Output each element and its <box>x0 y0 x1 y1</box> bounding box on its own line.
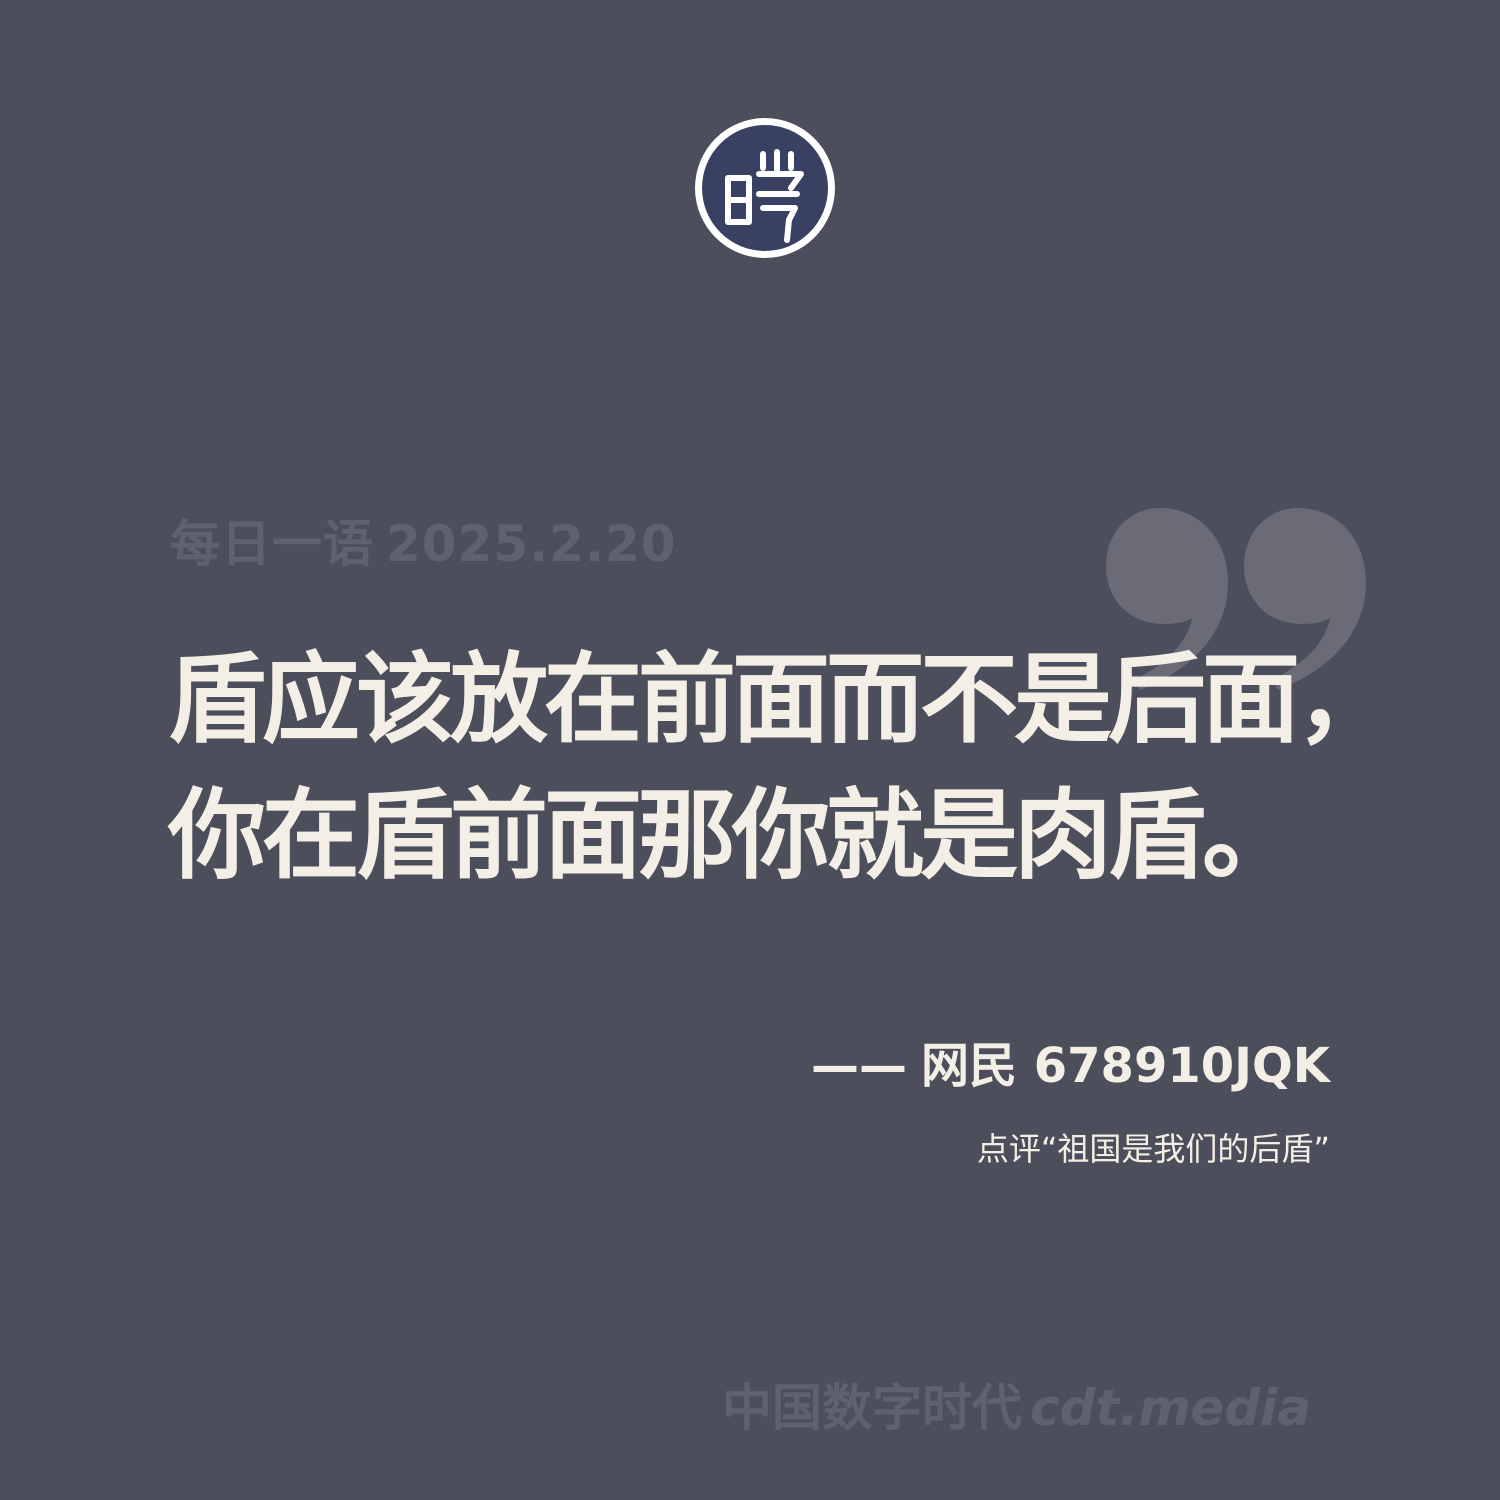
daily-quote-header: 每日一语 2025.2.20 <box>170 504 677 576</box>
seal-logo-icon <box>693 116 837 260</box>
attribution-dash: —— <box>811 1038 908 1094</box>
closing-quote-mark-icon <box>1100 500 1372 690</box>
comment-text: 点评“祖国是我们的后盾” <box>976 1130 1330 1168</box>
footer-domain: cdt.media <box>1030 1379 1312 1437</box>
attribution-author: 网民 678910JQK <box>921 1038 1330 1094</box>
quote-text: 盾应该放在前面而不是后面， 你在盾前面那你就是肉盾。 <box>168 632 1394 904</box>
footer-brand-name: 中国数字时代 <box>722 1379 1022 1437</box>
attribution: —— 网民 678910JQK <box>811 1026 1330 1096</box>
quote-line-1: 盾应该放在前面而不是后面， <box>168 642 1394 757</box>
header-date: 2025.2.20 <box>386 515 677 573</box>
header-label: 每日一语 <box>170 515 374 573</box>
quote-line-2: 你在盾前面那你就是肉盾。 <box>168 778 1300 893</box>
footer-brand: 中国数字时代 cdt.media <box>722 1368 1311 1440</box>
